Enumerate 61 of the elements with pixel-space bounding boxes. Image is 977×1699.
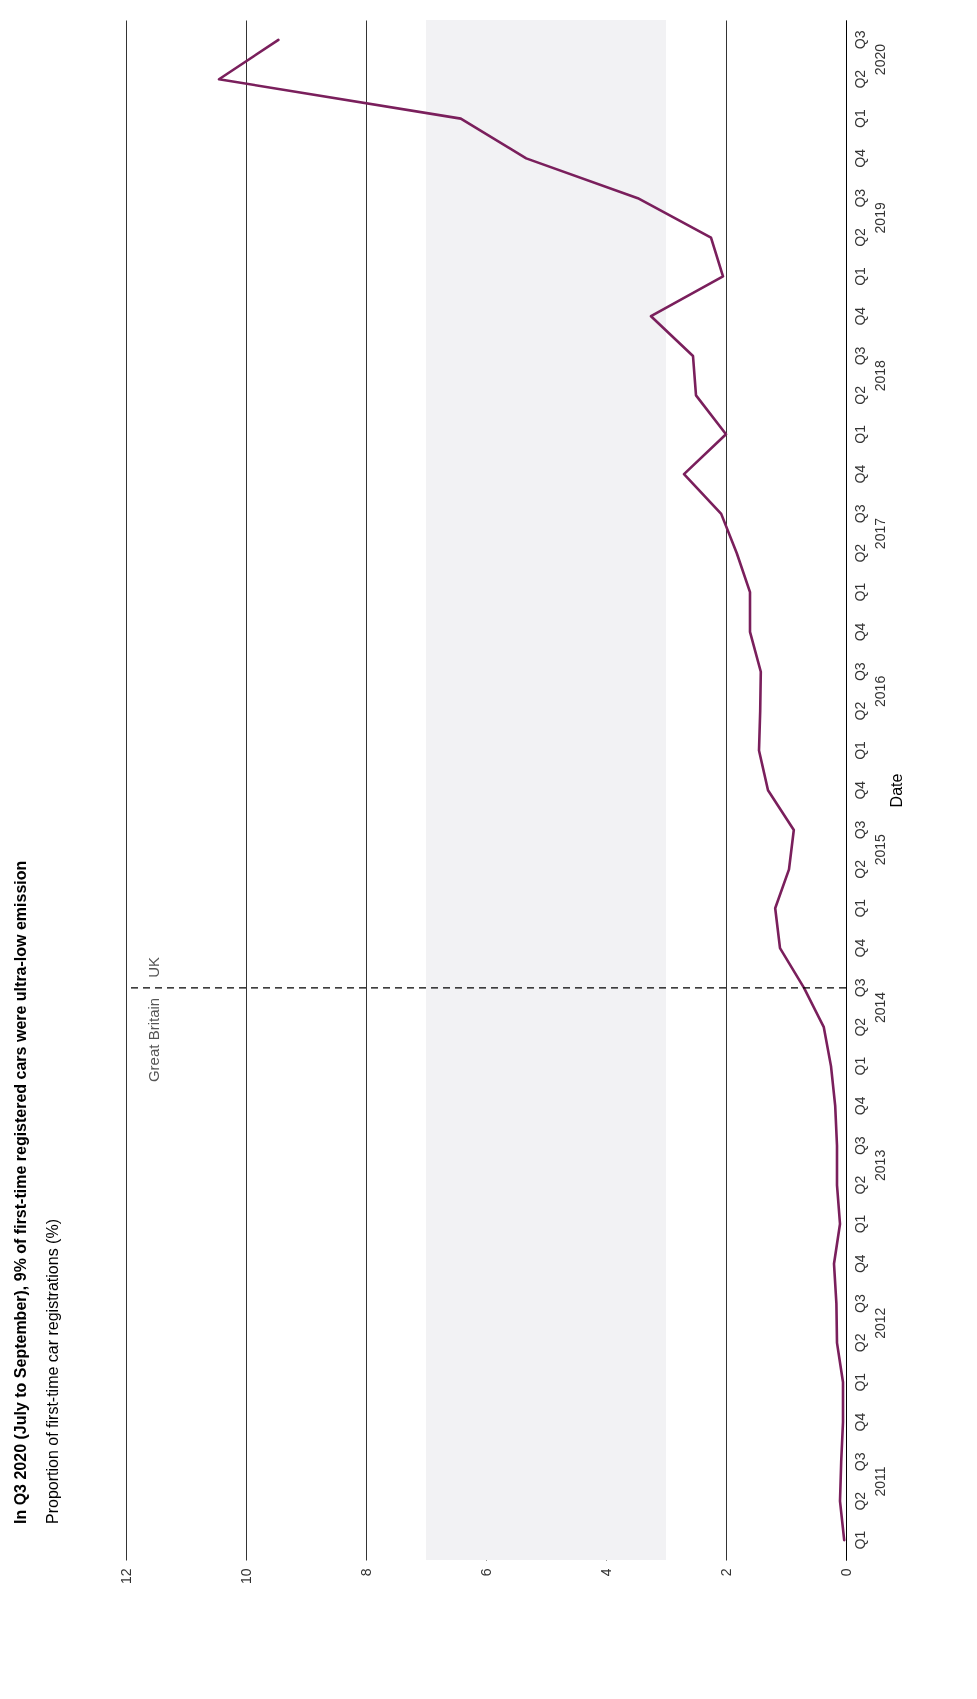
text: 2017 [872, 517, 888, 550]
y-tick-label: Q1 [852, 740, 868, 760]
y-tick-label: Q4 [852, 148, 868, 168]
x-tick-label: 6 [477, 1568, 494, 1577]
y-tick-label: Q1 [852, 1214, 868, 1234]
y-tick-label: Q2 [852, 227, 868, 247]
y-tick-label: Q4 [852, 306, 868, 326]
annotation: Great Britain [145, 997, 162, 1083]
x-tick-label: 2 [717, 1568, 734, 1577]
y-tick-label: Q3 [852, 188, 868, 208]
y-tick-label: Q4 [852, 1254, 868, 1274]
y-tick-label: Q4 [852, 1412, 868, 1432]
y-tick-label: Q2 [852, 1491, 868, 1511]
x-tick-label: 8 [357, 1568, 374, 1577]
x-tick-label: 10 [237, 1568, 254, 1585]
y-tick-label: Q1 [852, 424, 868, 444]
x-tick-label: 12 [117, 1568, 134, 1585]
y-tick-label: Q2 [852, 1333, 868, 1353]
y-tick-label: Q3 [852, 820, 868, 840]
text: 2020 [872, 43, 888, 76]
y-tick-label: Q3 [852, 1452, 868, 1472]
y-tick-label: Q4 [852, 780, 868, 800]
y-tick-label: Q2 [852, 1017, 868, 1037]
y-tick-label: Q3 [852, 662, 868, 682]
y-tick-label: Q2 [852, 859, 868, 879]
y-tick-label: Q4 [852, 622, 868, 642]
y-tick-label: Q2 [852, 69, 868, 89]
y-tick-label: Q1 [852, 582, 868, 602]
y-tick-label: Q1 [852, 898, 868, 918]
y-tick-label: Q3 [852, 1136, 868, 1156]
text: 2018 [872, 359, 888, 392]
text: 2015 [872, 833, 888, 866]
y-tick-label: Q1 [852, 109, 868, 128]
y-tick-label: Q2 [852, 1175, 868, 1195]
y-tick-label: Q2 [852, 543, 868, 563]
y-tick-label: Q2 [852, 701, 868, 721]
text: 2013 [872, 1149, 888, 1181]
text: 2011 [872, 1466, 888, 1497]
y-tick-label: Q1 [852, 1530, 868, 1550]
x-tick-label: 4 [597, 1568, 614, 1577]
text: In Q3 2020 (July to September), 9% of first-time registered cars were ultra-low emission [12, 860, 29, 1524]
y-tick-label: Q4 [852, 1096, 868, 1116]
y-tick-label: Q1 [852, 1056, 868, 1076]
y-tick-label: Q3 [852, 978, 868, 998]
text: 2016 [872, 675, 888, 707]
y-tick-label: Q2 [852, 385, 868, 405]
x-tick-label: 0 [837, 1568, 854, 1577]
y-tick-label: Q1 [852, 266, 868, 286]
text: 2019 [872, 202, 888, 234]
y-tick-label: Q4 [852, 938, 868, 958]
y-tick-label: Q3 [852, 346, 868, 366]
text: Proportion of first-time car registrations (%) [44, 1219, 61, 1524]
y-tick-label: Q3 [852, 504, 868, 524]
y-axis-title: Date [887, 773, 905, 808]
y-tick-label: Q4 [852, 464, 868, 484]
y-tick-label: Q1 [852, 1372, 868, 1392]
text: 2014 [872, 991, 888, 1024]
annotation: UK [145, 957, 162, 978]
y-tick-label: Q3 [852, 30, 868, 50]
text: 2012 [872, 1307, 888, 1339]
y-tick-label: Q3 [852, 1294, 868, 1313]
